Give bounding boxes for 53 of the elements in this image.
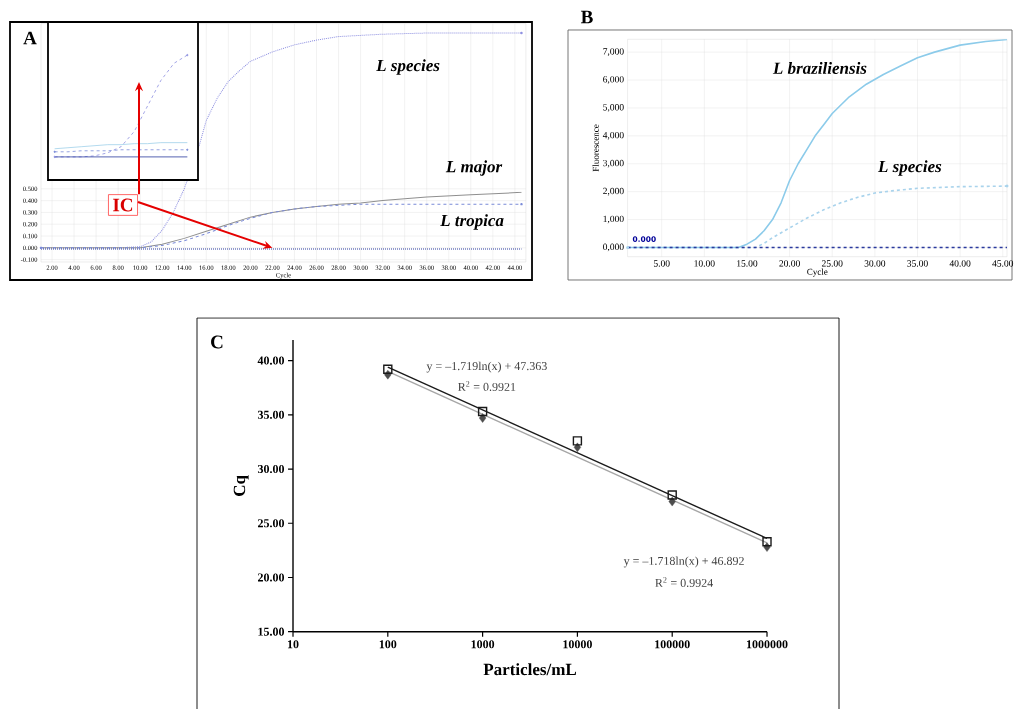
y-tick-label: 15.00 <box>258 627 285 636</box>
series-label: L species <box>376 59 440 75</box>
series-label: L tropica <box>440 214 504 230</box>
point <box>763 542 771 552</box>
series-label: L major <box>445 160 503 176</box>
y-tick-label: 3,000 <box>603 159 624 168</box>
y-tick-label: 40.00 <box>257 356 285 365</box>
x-tick-label: 20.00 <box>779 260 800 267</box>
x-axis-title: Particles/mL <box>483 663 577 676</box>
x-tick-label: 1000000 <box>746 640 788 649</box>
y-tick-label: 6,000 <box>603 76 624 84</box>
x-tick-label: 100000 <box>655 640 690 649</box>
chart-title: C <box>211 335 223 349</box>
y-tick-label: 7,000 <box>603 48 624 57</box>
y-tick-label: 5,000 <box>603 104 624 112</box>
y-tick-label: 1,000 <box>603 215 624 224</box>
annotation: IC <box>113 198 133 212</box>
chart-title: A <box>23 31 37 45</box>
x-tick-label: 15.00 <box>737 260 758 267</box>
y-tick-label: 2,000 <box>603 187 624 196</box>
y-tick-label: 30.00 <box>257 464 285 474</box>
point <box>762 536 772 547</box>
annotation: y = –1.718ln(x) + 46.892 <box>623 556 744 568</box>
y-axis-title: Fluorescence <box>592 124 599 172</box>
x-tick-label: 35.00 <box>907 260 928 267</box>
annotation: y = –1.719ln(x) + 47.363 <box>426 361 547 373</box>
point <box>477 406 488 417</box>
x-axis-title: Cycle <box>807 268 828 277</box>
y-tick-label: 0,000 <box>603 243 624 252</box>
x-tick-label: 25.00 <box>821 260 843 267</box>
x-tick-label: 40.00 <box>949 260 971 267</box>
point <box>572 436 583 446</box>
x-tick-label: 10000 <box>563 640 592 649</box>
x-tick-label: 5.00 <box>653 260 670 267</box>
y-axis-title: Cq <box>233 475 249 496</box>
y-tick-label: 25.00 <box>258 519 285 528</box>
y-tick-label: 4,000 <box>602 131 624 140</box>
x-tick-label: 45.00 <box>992 260 1014 267</box>
point <box>383 364 393 374</box>
point <box>667 490 677 500</box>
y-tick-label: 20.00 <box>258 573 285 582</box>
x-tick-label: 10 <box>287 640 299 649</box>
series-label: L braziliensis <box>772 61 867 74</box>
chart-title: B <box>580 10 593 24</box>
x-tick-label: 10.00 <box>694 260 715 267</box>
x-tick-label: 100 <box>379 640 397 649</box>
series-label: L species <box>877 160 942 176</box>
x-tick-label: 30.00 <box>864 260 886 267</box>
y-tick-label: 35.00 <box>257 410 285 419</box>
annotation: R$^{2}$ = 0.9924 <box>655 577 714 588</box>
point <box>479 413 487 423</box>
annotation: R$^{2}$ = 0.9921 <box>458 381 516 391</box>
x-tick-label: 1000 <box>471 640 495 649</box>
